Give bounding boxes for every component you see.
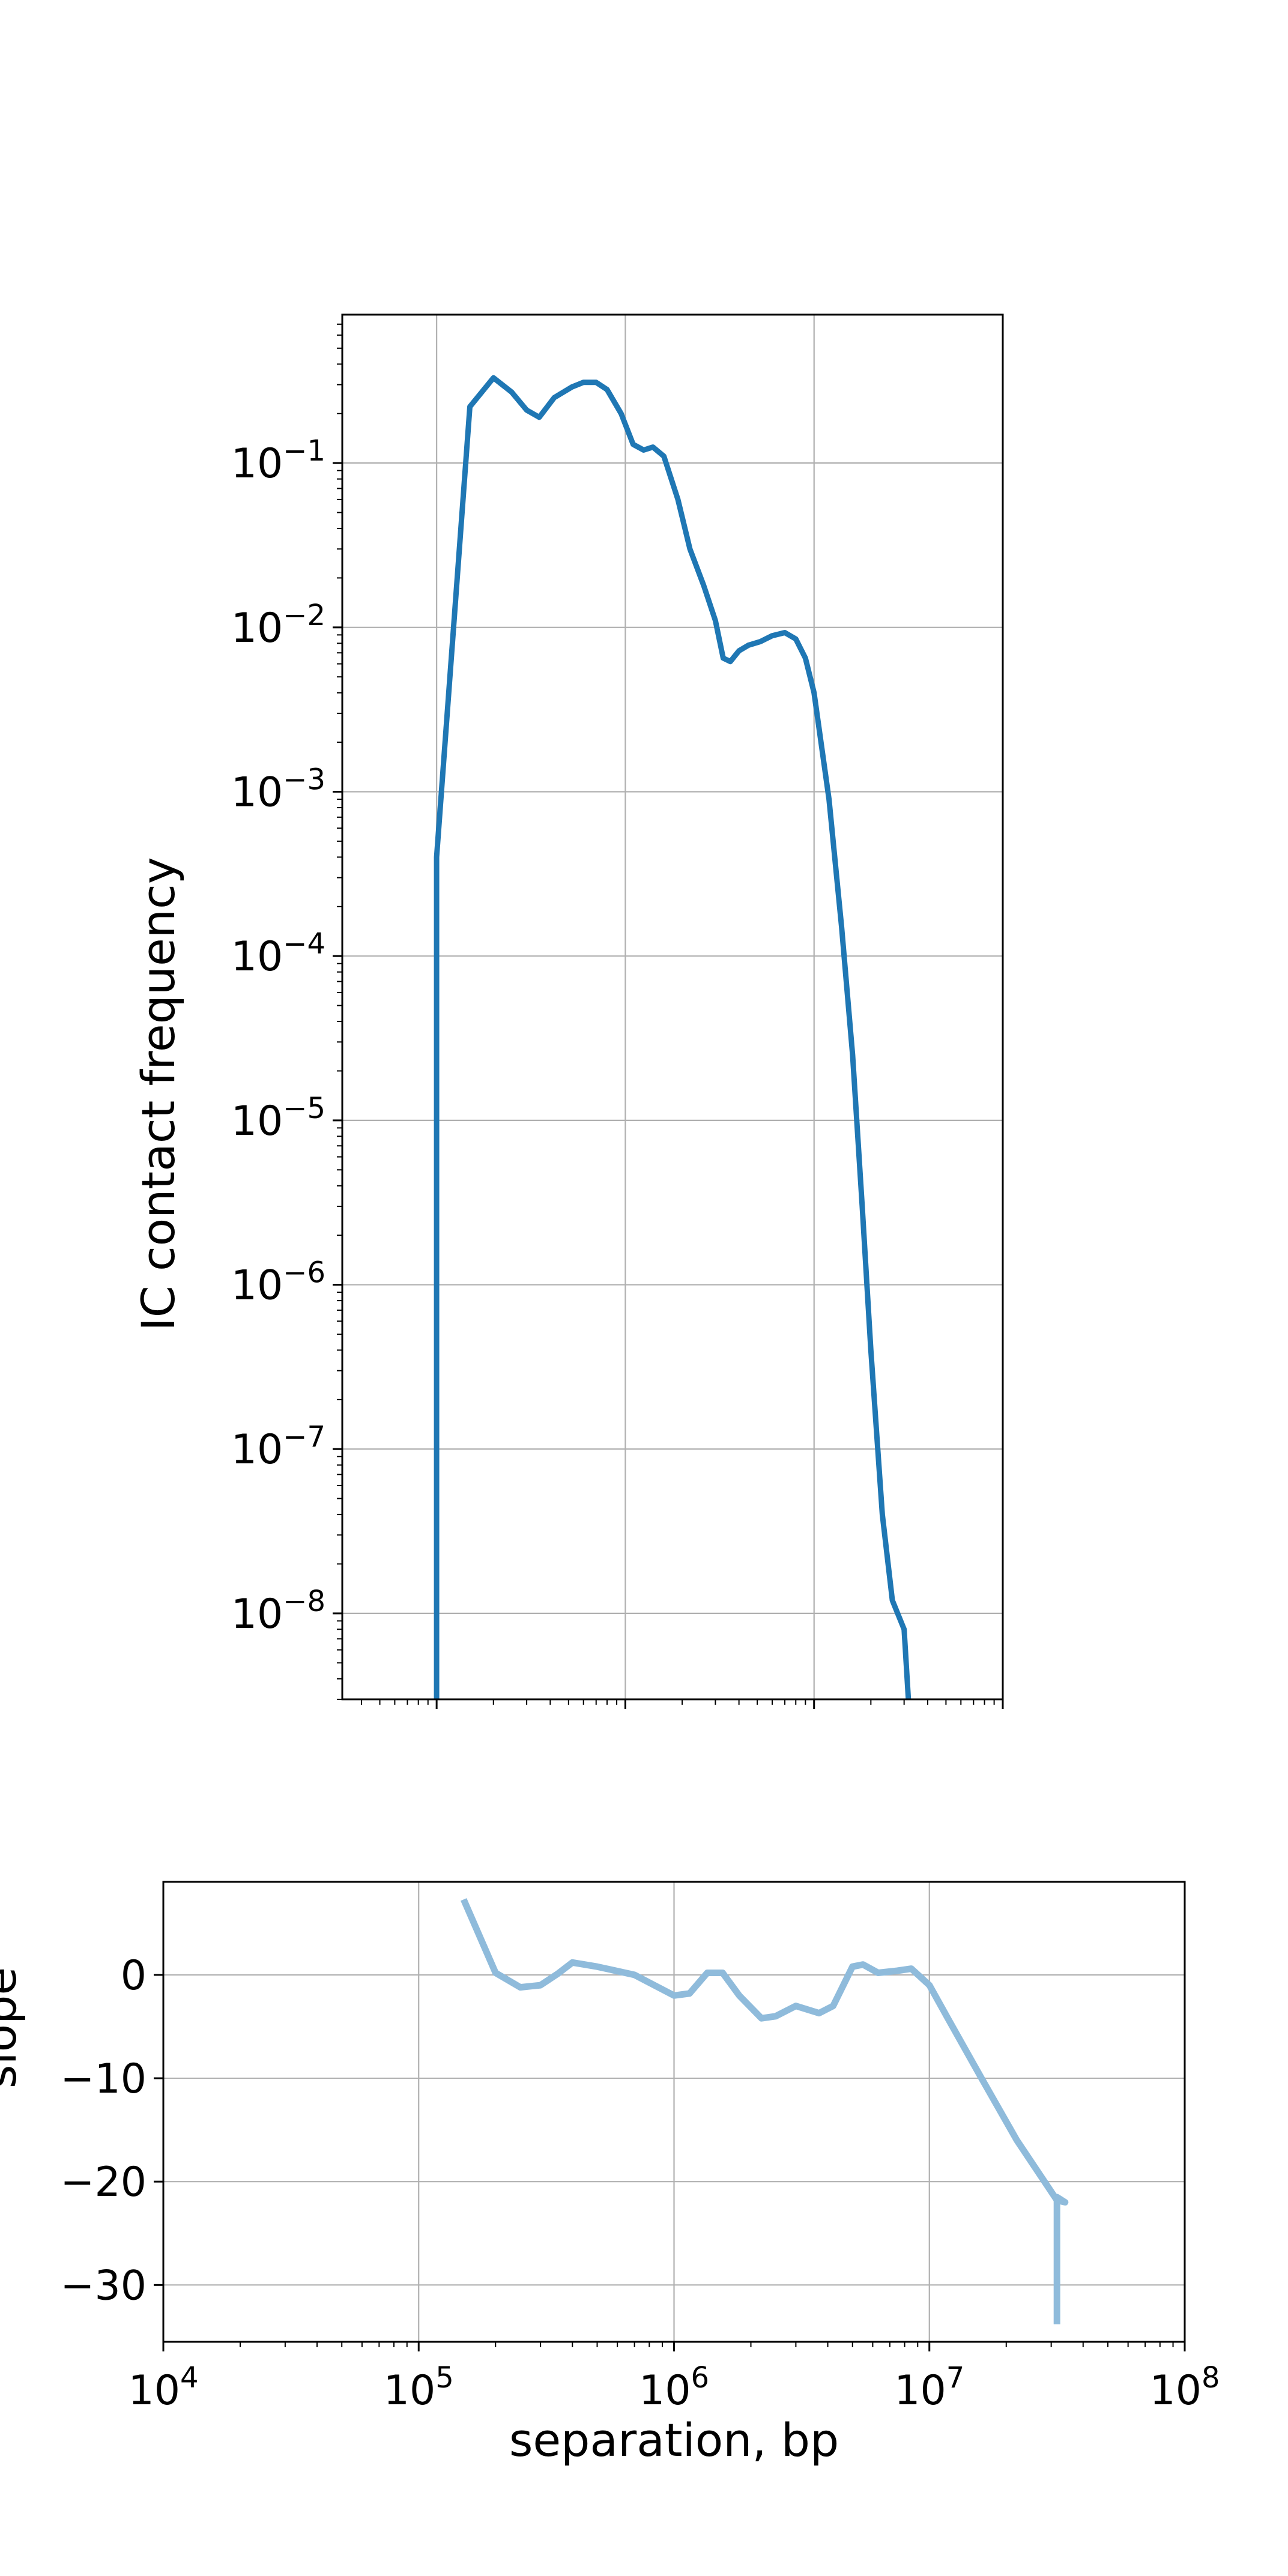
top-y-tick-label-exponent: −8 bbox=[283, 1585, 325, 1618]
bottom-x-tick-label-exponent: 7 bbox=[946, 2361, 965, 2395]
top-axes-frame bbox=[341, 313, 1004, 1701]
bottom-x-tick-label: 105 bbox=[384, 2361, 454, 2414]
bottom-y-tick-label: −20 bbox=[60, 2159, 147, 2206]
bottom-x-tick-label: 107 bbox=[894, 2361, 964, 2414]
top-y-tick-label-exponent: −5 bbox=[283, 1092, 325, 1125]
top-y-tick-label-base: 10 bbox=[231, 769, 283, 817]
top-y-tick-label-base: 10 bbox=[231, 1591, 283, 1638]
top-y-tick-label-exponent: −4 bbox=[283, 927, 325, 961]
top-y-tick-label-exponent: −3 bbox=[283, 763, 325, 797]
top-y-tick-label-base: 10 bbox=[231, 440, 283, 488]
top-y-tick-label-base: 10 bbox=[231, 1098, 283, 1145]
bottom-x-tick-label-exponent: 4 bbox=[180, 2361, 199, 2395]
top-y-tick-label: 10−3 bbox=[231, 763, 325, 817]
bottom-x-tick-label-base: 10 bbox=[1149, 2367, 1202, 2414]
bottom-x-tick-label-exponent: 5 bbox=[435, 2361, 454, 2395]
top-y-tick-label: 10−2 bbox=[231, 599, 325, 652]
top-y-tick-label-exponent: −1 bbox=[283, 434, 325, 468]
top-series-line bbox=[434, 375, 912, 1700]
bottom-x-tick-label-base: 10 bbox=[128, 2367, 180, 2414]
top-y-tick-label: 10−5 bbox=[231, 1092, 325, 1145]
bottom-y-axis-label: slope bbox=[0, 1967, 26, 2088]
top-y-tick-label: 10−6 bbox=[231, 1256, 325, 1310]
bottom-axes-frame bbox=[162, 1881, 1186, 2343]
top-panel: 10−110−210−310−410−510−610−710−8IC conta… bbox=[132, 313, 1004, 1709]
bottom-y-tick-label: 0 bbox=[121, 1952, 147, 2000]
top-y-tick-label-exponent: −2 bbox=[283, 599, 325, 632]
bottom-y-tick-label: −30 bbox=[60, 2262, 147, 2309]
bottom-x-tick-label-base: 10 bbox=[894, 2367, 946, 2414]
bottom-x-tick-label-exponent: 8 bbox=[1202, 2361, 1220, 2395]
bottom-x-tick-label-base: 10 bbox=[639, 2367, 691, 2414]
bottom-series-line bbox=[461, 1898, 1069, 2324]
top-y-tick-label-base: 10 bbox=[231, 1426, 283, 1474]
bottom-x-tick-label: 106 bbox=[639, 2361, 709, 2414]
bottom-x-tick-label-exponent: 6 bbox=[691, 2361, 709, 2395]
bottom-x-tick-label: 104 bbox=[128, 2361, 198, 2414]
top-y-tick-label: 10−8 bbox=[231, 1585, 325, 1638]
bottom-y-tick-label: −10 bbox=[60, 2055, 147, 2103]
top-y-tick-label-exponent: −6 bbox=[283, 1256, 325, 1290]
bottom-x-axis-label: separation, bp bbox=[509, 2413, 839, 2467]
top-y-tick-label: 10−1 bbox=[231, 434, 325, 488]
bottom-x-tick-label: 108 bbox=[1149, 2361, 1220, 2414]
top-y-tick-label: 10−7 bbox=[231, 1420, 325, 1474]
top-y-tick-label-base: 10 bbox=[231, 1262, 283, 1310]
top-y-tick-label-base: 10 bbox=[231, 933, 283, 981]
top-y-axis-label: IC contact frequency bbox=[132, 857, 185, 1331]
bottom-x-tick-label-base: 10 bbox=[384, 2367, 436, 2414]
top-y-tick-label-exponent: −7 bbox=[283, 1420, 325, 1454]
top-y-tick-label-base: 10 bbox=[231, 605, 283, 652]
top-y-tick-label: 10−4 bbox=[231, 927, 325, 981]
